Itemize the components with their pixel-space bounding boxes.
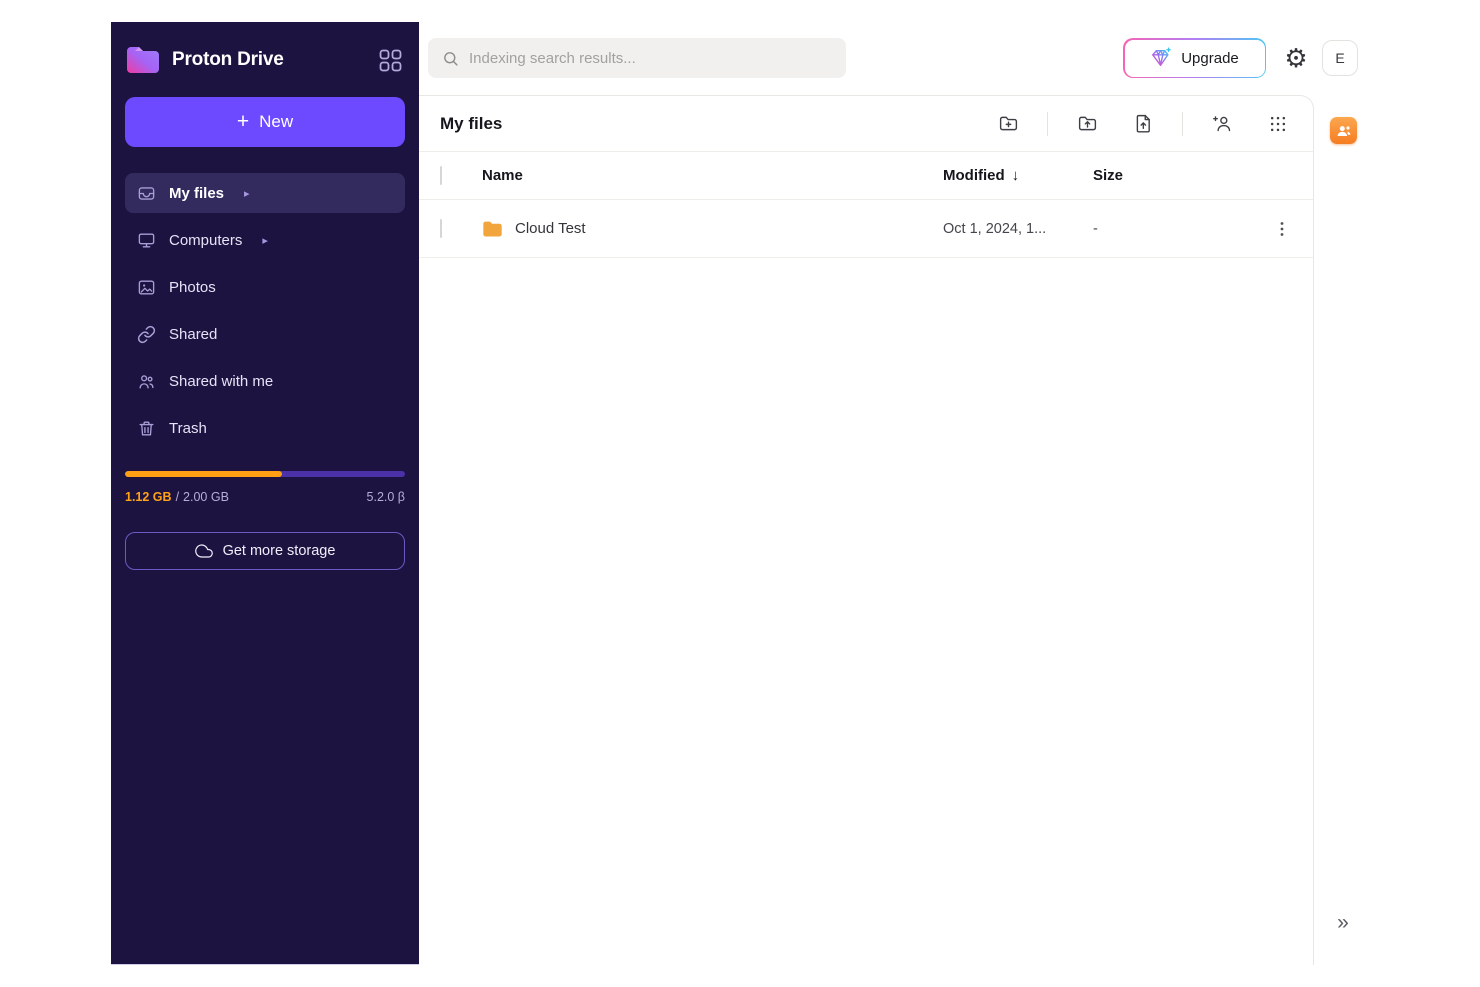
new-button[interactable]: + New — [125, 97, 405, 147]
monitor-icon — [137, 231, 156, 250]
brand-name: Proton Drive — [172, 49, 284, 70]
photos-icon — [137, 278, 156, 297]
settings-gear-icon[interactable]: ⚙ — [1284, 42, 1308, 73]
storage-total: 2.00 GB — [183, 490, 229, 504]
sidebar-item-trash[interactable]: Trash — [125, 408, 405, 448]
column-header-size[interactable]: Size — [1093, 167, 1124, 184]
gem-icon — [1150, 47, 1172, 69]
chevron-right-icon[interactable]: ▸ — [244, 187, 250, 200]
upgrade-button[interactable]: Upgrade — [1123, 38, 1266, 78]
new-button-label: New — [259, 112, 294, 131]
sidebar-item-computers[interactable]: Computers ▸ — [125, 220, 405, 260]
storage-meter: 1.12 GB / 2.00 GB 5.2.0 β Get more stora… — [125, 471, 405, 570]
sidebar-item-label: Trash — [169, 419, 207, 437]
account-avatar[interactable]: E — [1322, 40, 1358, 76]
row-checkbox[interactable] — [440, 218, 442, 238]
upgrade-label: Upgrade — [1181, 49, 1239, 67]
page-title: My files — [440, 113, 503, 133]
chevron-right-icon[interactable]: ▸ — [262, 234, 268, 247]
storage-used: 1.12 GB — [125, 490, 172, 504]
column-header-name[interactable]: Name — [482, 167, 523, 184]
get-more-storage-label: Get more storage — [222, 543, 336, 559]
sidebar-item-shared-with-me[interactable]: Shared with me — [125, 361, 405, 401]
sidebar: Proton Drive + New My files ▸ — [111, 22, 419, 965]
folder-icon — [482, 220, 503, 238]
sidebar-item-shared[interactable]: Shared — [125, 314, 405, 354]
file-modified: Oct 1, 2024, 1... — [943, 220, 1047, 237]
sidebar-item-label: Photos — [169, 278, 216, 296]
storage-divider: / — [175, 490, 180, 504]
inbox-icon — [137, 184, 156, 203]
files-toolbar: My files — [419, 96, 1313, 152]
main-panel: My files — [419, 95, 1314, 965]
trash-icon — [137, 419, 156, 438]
sidebar-item-label: My files — [169, 184, 225, 202]
storage-progress-track — [125, 471, 405, 477]
upload-folder-icon[interactable] — [1070, 107, 1104, 141]
app-switcher-icon[interactable] — [375, 45, 405, 75]
sidebar-item-label: Shared with me — [169, 372, 274, 390]
file-name: Cloud Test — [515, 220, 586, 237]
contacts-widget-icon[interactable] — [1330, 117, 1357, 144]
app-version: 5.2.0 β — [366, 490, 405, 504]
search-bar[interactable] — [428, 38, 846, 78]
share-user-icon[interactable] — [1205, 107, 1239, 141]
users-icon — [137, 372, 156, 391]
get-more-storage-button[interactable]: Get more storage — [125, 532, 405, 570]
search-icon — [442, 50, 459, 67]
toolbar-divider — [1047, 111, 1048, 136]
row-context-menu-icon[interactable] — [1267, 214, 1297, 244]
cloud-icon — [194, 542, 213, 560]
sidebar-nav: My files ▸ Computers ▸ Photos — [125, 173, 405, 448]
table-header: Name Modified ↓ Size — [419, 152, 1313, 200]
sidebar-item-my-files[interactable]: My files ▸ — [125, 173, 405, 213]
storage-progress-fill — [125, 471, 282, 477]
expand-panel-icon[interactable]: » — [1337, 911, 1349, 934]
plus-icon: + — [236, 109, 250, 133]
select-all-checkbox[interactable] — [440, 166, 442, 185]
sidebar-item-label: Shared — [169, 325, 218, 343]
toolbar-divider — [1182, 111, 1183, 136]
sort-descending-icon: ↓ — [1011, 167, 1020, 184]
link-icon — [137, 325, 156, 344]
file-row-cloud-test[interactable]: Cloud Test Oct 1, 2024, 1... - — [419, 200, 1313, 258]
sidebar-item-photos[interactable]: Photos — [125, 267, 405, 307]
sidebar-item-label: Computers — [169, 231, 243, 249]
search-input[interactable] — [469, 49, 832, 67]
column-header-modified[interactable]: Modified ↓ — [943, 167, 1020, 184]
new-folder-icon[interactable] — [991, 107, 1025, 141]
file-size: - — [1093, 220, 1098, 237]
app-logo[interactable]: Proton Drive — [125, 42, 405, 78]
proton-drive-folder-icon — [125, 45, 161, 75]
grid-view-icon[interactable] — [1261, 107, 1295, 141]
upload-file-icon[interactable] — [1126, 107, 1160, 141]
